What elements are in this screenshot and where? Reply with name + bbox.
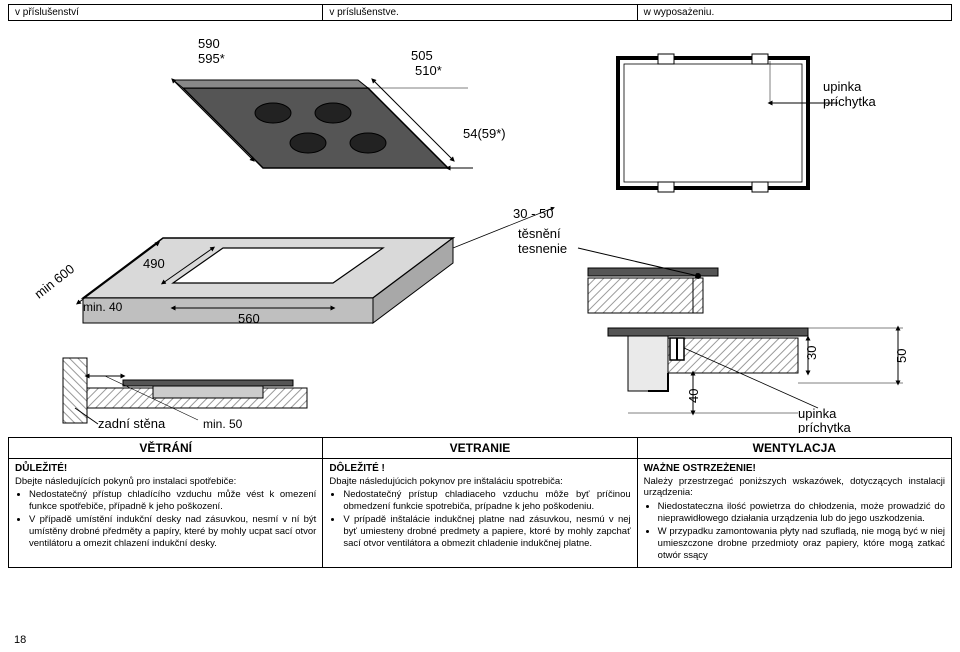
top-cell-3: w wyposażeniu. (638, 5, 951, 20)
rear-wall-1: zadní stěna (98, 416, 166, 431)
title-pl: WAŻNE OSTRZEŻENIE! (644, 463, 756, 474)
intro-sk: Dbajte následujúcich pokynov pre inštalá… (329, 476, 562, 487)
col-cz: DŮLEŽITÉ! Dbejte následujících pokynů pr… (9, 459, 323, 568)
title-sk: DÔLEŽITÉ ! (329, 463, 385, 474)
intro-pl: Należy przestrzegać poniższych wskazówek… (644, 476, 945, 499)
dim-gap: 30 - 50 (513, 206, 553, 221)
clamp-label-1b: upinka (798, 406, 837, 421)
header-pl: WENTYLACJA (637, 438, 951, 459)
intro-cz: Dbejte následujících pokynů pro instalac… (15, 476, 236, 487)
accessories-row: v příslušenství v príslušenstve. w wypos… (8, 4, 952, 21)
title-cz: DŮLEŽITÉ! (15, 463, 67, 474)
dim-hob-depth-1: 590 (198, 36, 220, 51)
dim-hob-width-2: 510* (415, 63, 442, 78)
dim-cutout-w: 560 (238, 311, 260, 326)
seal-label-2: tesnenie (518, 241, 567, 256)
pl-b1: Niedostateczna ilość powietrza do chłodz… (658, 501, 945, 525)
dim-cutout-h: 490 (143, 256, 165, 271)
sk-b1: Nedostatečný prístup chladiaceho vzduchu… (343, 489, 630, 513)
cz-b1: Nedostatečný přístup chladícího vzduchu … (29, 489, 316, 513)
dim-hob-depth-2: 595* (198, 51, 225, 66)
ventilation-table: VĚTRÁNÍ VETRANIE WENTYLACJA DŮLEŽITÉ! Db… (8, 437, 952, 568)
header-cz: VĚTRÁNÍ (9, 438, 323, 459)
dim-sect-depth: 40 (686, 389, 701, 403)
clamp-label-2b: príchytka (798, 420, 852, 433)
dim-sect-overhang: 50 (894, 349, 909, 363)
dim-hob-width-1: 505 (411, 48, 433, 63)
installation-diagram: 590 595* 505 510* 54(59*) (8, 23, 952, 433)
pl-b2: W przypadku zamontowania płyty nad szufl… (658, 526, 945, 562)
col-sk: DÔLEŽITÉ ! Dbajte následujúcich pokynov … (323, 459, 637, 568)
clamp-label-1: upinka (823, 79, 862, 94)
sk-b2: V prípadě inštalácie indukčnej platne na… (343, 514, 630, 550)
top-cell-2: v príslušenstve. (323, 5, 637, 20)
seal-label-1: těsnění (518, 226, 561, 241)
rear-wall-2: zadná stena (98, 431, 170, 433)
cz-b2: V případě umístění indukční desky nad zá… (29, 514, 316, 550)
col-pl: WAŻNE OSTRZEŻENIE! Należy przestrzegać p… (637, 459, 951, 568)
dim-hob-edge: 54(59*) (463, 126, 506, 141)
top-cell-1: v příslušenství (9, 5, 323, 20)
rear-gap: min. 50 (203, 417, 243, 431)
header-sk: VETRANIE (323, 438, 637, 459)
dim-cutout-front: min. 40 (83, 300, 123, 314)
dim-cutout-side: min 600 (31, 261, 77, 301)
dim-sect-top: 30 (804, 346, 819, 360)
clamp-label-2: príchytka (823, 94, 877, 109)
page-number: 18 (14, 634, 26, 646)
